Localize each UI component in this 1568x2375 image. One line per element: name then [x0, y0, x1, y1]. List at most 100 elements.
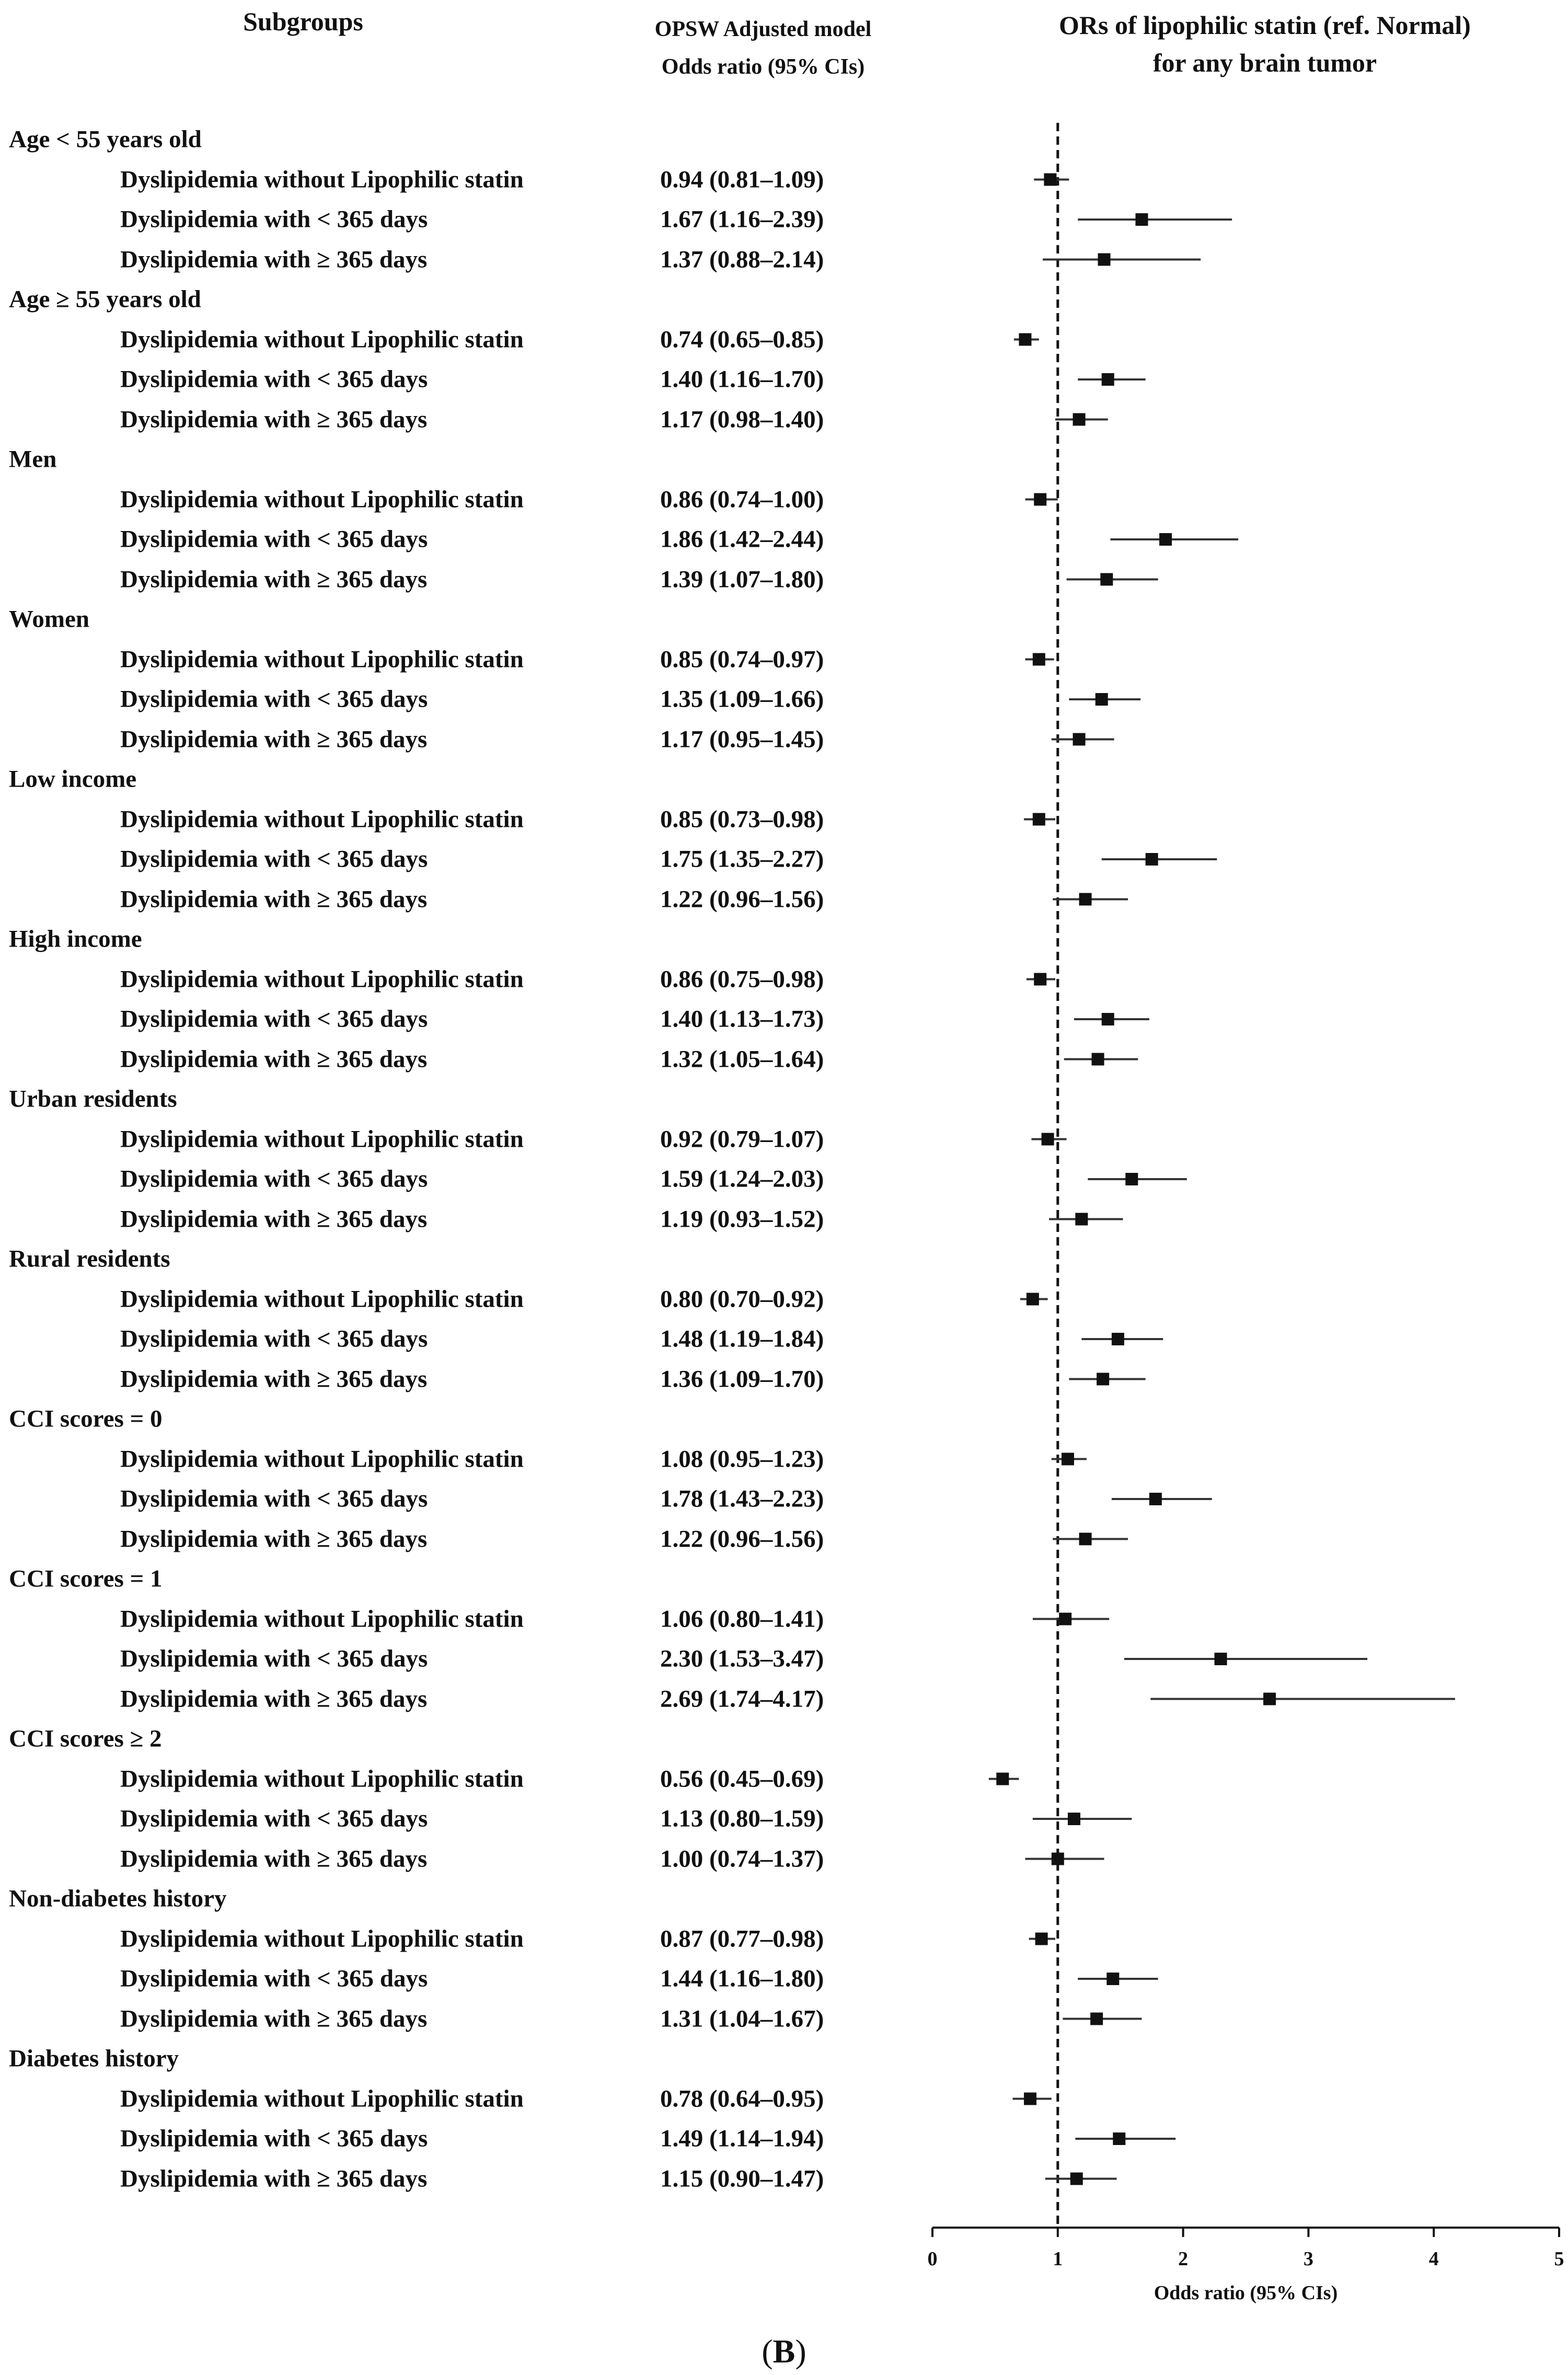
subgroup-label: Dyslipidemia without Lipophilic statin — [120, 1765, 524, 1792]
or-marker — [1095, 693, 1108, 706]
x-tick-label: 1 — [1053, 2248, 1063, 2270]
group-label: Age < 55 years old — [9, 125, 202, 153]
or-value: 2.69 (1.74–4.17) — [660, 1685, 824, 1712]
subgroup-label: Dyslipidemia with ≥ 365 days — [120, 725, 428, 753]
plot-title-line2: for any brain tumor — [1152, 48, 1377, 77]
or-marker — [1097, 1373, 1110, 1386]
group-label: Age ≥ 55 years old — [9, 285, 201, 313]
or-value: 0.87 (0.77–0.98) — [660, 1925, 824, 1952]
subgroup-label: Dyslipidemia with ≥ 365 days — [120, 246, 428, 273]
or-marker — [1032, 813, 1045, 826]
or-value: 1.86 (1.42–2.44) — [660, 525, 824, 553]
or-value: 1.37 (0.88–2.14) — [660, 246, 824, 273]
subgroup-label: Dyslipidemia with < 365 days — [120, 205, 428, 233]
subgroup-label: Dyslipidemia with ≥ 365 days — [120, 885, 428, 913]
subgroup-label: Dyslipidemia with < 365 days — [120, 365, 428, 393]
or-value: 1.08 (0.95–1.23) — [660, 1445, 824, 1472]
subgroup-label: Dyslipidemia with < 365 days — [120, 1165, 428, 1193]
or-value: 1.13 (0.80–1.59) — [660, 1805, 824, 1832]
group-label: Non-diabetes history — [9, 1885, 227, 1912]
subgroup-label: Dyslipidemia with ≥ 365 days — [120, 2165, 428, 2192]
subgroups-header: Subgroups — [243, 7, 363, 36]
or-marker — [1091, 1053, 1104, 1066]
or-value: 1.44 (1.16–1.80) — [660, 1965, 824, 1992]
subgroup-label: Dyslipidemia with ≥ 365 days — [120, 2005, 428, 2032]
or-marker — [1073, 413, 1086, 426]
or-value: 1.22 (0.96–1.56) — [660, 1525, 824, 1552]
or-value: 1.39 (1.07–1.80) — [660, 566, 824, 593]
or-marker — [1075, 1213, 1088, 1226]
subgroup-label: Dyslipidemia with < 365 days — [120, 1485, 428, 1513]
or-value: 1.49 (1.14–1.94) — [660, 2125, 824, 2152]
or-value: 1.75 (1.35–2.27) — [660, 845, 824, 873]
or-value: 1.48 (1.19–1.84) — [660, 1325, 824, 1353]
or-value: 1.78 (1.43–2.23) — [660, 1485, 824, 1513]
group-label: CCI scores ≥ 2 — [9, 1725, 162, 1753]
or-marker — [1019, 333, 1032, 346]
or-marker — [1035, 1932, 1048, 1945]
or-marker — [1070, 2172, 1083, 2185]
group-label: Urban residents — [9, 1085, 177, 1113]
or-value: 1.67 (1.16–2.39) — [660, 205, 824, 233]
group-label: Low income — [9, 765, 137, 793]
or-marker — [1026, 1293, 1039, 1306]
or-marker — [1106, 1973, 1120, 1985]
subgroup-label: Dyslipidemia without Lipophilic statin — [120, 166, 524, 193]
or-marker — [1051, 1852, 1064, 1865]
group-label: Rural residents — [9, 1245, 170, 1273]
subgroup-label: Dyslipidemia with < 365 days — [120, 1005, 428, 1033]
or-value: 0.86 (0.75–0.98) — [660, 965, 824, 993]
x-axis-label: Odds ratio (95% CIs) — [1154, 2282, 1338, 2304]
x-tick-label: 4 — [1429, 2248, 1439, 2270]
or-marker — [996, 1772, 1009, 1785]
or-value: 1.17 (0.95–1.45) — [660, 725, 824, 753]
or-marker — [1113, 2132, 1126, 2145]
subgroup-label: Dyslipidemia with ≥ 365 days — [120, 566, 428, 593]
subgroup-label: Dyslipidemia with < 365 days — [120, 2125, 428, 2152]
or-value: 0.85 (0.74–0.97) — [660, 645, 824, 673]
plot-title-line1: ORs of lipophilic statin (ref. Normal) — [1059, 10, 1471, 40]
or-marker — [1111, 1333, 1124, 1345]
or-value: 0.86 (0.74–1.00) — [660, 486, 824, 513]
or-value: 1.15 (0.90–1.47) — [660, 2165, 824, 2192]
plot-title: ORs of lipophilic statin (ref. Normal) f… — [977, 6, 1552, 82]
subgroup-label: Dyslipidemia with ≥ 365 days — [120, 406, 428, 433]
x-tick-label: 5 — [1554, 2248, 1564, 2270]
or-marker — [1079, 1532, 1092, 1546]
subgroup-label: Dyslipidemia without Lipophilic statin — [120, 1285, 524, 1312]
or-marker — [1067, 1813, 1080, 1825]
or-marker — [1101, 373, 1114, 386]
or-marker — [1044, 173, 1057, 186]
caption-open: ( — [762, 2333, 773, 2370]
group-label: CCI scores = 0 — [9, 1405, 163, 1433]
x-tick-label: 3 — [1304, 2248, 1313, 2270]
subgroup-label: Dyslipidemia with < 365 days — [120, 845, 428, 873]
or-marker — [1098, 253, 1111, 266]
subgroup-label: Dyslipidemia without Lipophilic statin — [120, 965, 524, 993]
or-marker — [1073, 733, 1086, 746]
or-value: 2.30 (1.53–3.47) — [660, 1645, 824, 1673]
subgroup-label: Dyslipidemia without Lipophilic statin — [120, 1445, 524, 1472]
or-marker — [1125, 1173, 1138, 1185]
subgroup-label: Dyslipidemia with ≥ 365 days — [120, 1205, 428, 1232]
caption-letter: B — [773, 2333, 795, 2370]
or-value: 0.85 (0.73–0.98) — [660, 805, 824, 833]
subgroup-label: Dyslipidemia without Lipophilic statin — [120, 805, 524, 833]
model-header-line1: OPSW Adjusted model — [654, 17, 872, 41]
subgroup-label: Dyslipidemia without Lipophilic statin — [120, 326, 524, 353]
or-marker — [1135, 213, 1148, 226]
or-value: 1.19 (0.93–1.52) — [660, 1205, 824, 1232]
or-value: 0.78 (0.64–0.95) — [660, 2085, 824, 2112]
or-value: 1.31 (1.04–1.67) — [660, 2005, 824, 2032]
or-value: 1.00 (0.74–1.37) — [660, 1845, 824, 1872]
or-marker — [1034, 493, 1047, 506]
or-value: 1.59 (1.24–2.03) — [660, 1165, 824, 1193]
or-value: 0.56 (0.45–0.69) — [660, 1765, 824, 1792]
group-label: Diabetes history — [9, 2045, 179, 2072]
or-value: 1.40 (1.16–1.70) — [660, 365, 824, 393]
or-marker — [1024, 2092, 1037, 2105]
or-marker — [1041, 1133, 1054, 1146]
subgroup-label: Dyslipidemia without Lipophilic statin — [120, 486, 524, 513]
x-tick-label: 2 — [1178, 2248, 1188, 2270]
